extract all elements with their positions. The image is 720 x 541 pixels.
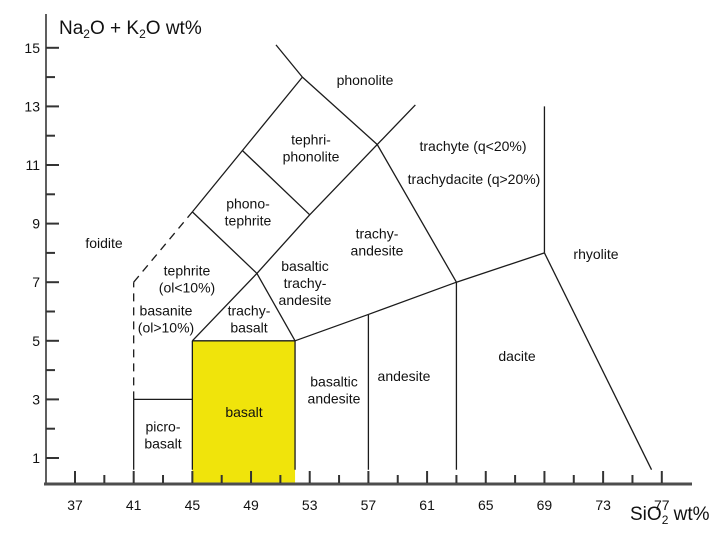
field-boundary-line [309,104,416,216]
field-label-trachy-andesite: andesite [351,243,404,259]
y-tick-label: 15 [24,40,40,56]
field-boundary-line [191,76,303,213]
y-tick-label: 1 [32,450,40,466]
field-label-basanite: (ol>10%) [138,320,194,336]
field-label-phonolite: phonolite [337,72,394,88]
x-tick-label: 57 [361,497,377,513]
basalt-highlight [192,340,296,483]
field-label-basalt: basalt [225,404,262,420]
field-boundary-dashed [133,211,193,283]
field-label-basaltic-trachy-andesite: basaltic [281,258,328,274]
field-label-phono-tephrite: tephrite [225,213,272,229]
field-label-foidite: foidite [85,235,123,251]
field-label-andesite: andesite [378,368,431,384]
field-label-dacite: dacite [498,348,536,364]
field-boundary-line [256,273,296,342]
field-label-trachy-andesite: trachy- [356,226,399,242]
field-label-picro-basalt: basalt [144,436,181,452]
field-label-basaltic-andesite: basaltic [310,374,357,390]
y-tick-label: 7 [32,274,40,290]
field-label-trachyte: trachyte (q<20%) [420,138,527,154]
field-boundary-line [256,214,311,274]
field-label-trachy-basalt: trachy- [228,303,271,319]
field-boundary-line [241,149,311,216]
field-label-phono-tephrite: phono- [226,196,270,212]
field-boundary-line [275,44,303,78]
x-tick-label: 73 [595,497,611,513]
x-tick-label: 65 [478,497,494,513]
field-boundary-line [368,281,457,316]
x-tick-label: 53 [302,497,318,513]
y-tick-label: 13 [24,98,40,114]
field-boundary-line [191,272,258,342]
field-boundary-line [294,313,369,342]
field-label-tephri-phonolite: phonolite [283,149,340,165]
x-tick-label: 77 [654,497,670,513]
field-boundary-line [456,252,545,283]
field-label-tephri-phonolite: tephri- [291,132,331,148]
y-tick-label: 11 [25,157,40,173]
field-label-basaltic-andesite: andesite [308,391,361,407]
field-label-picro-basalt: picro- [145,419,180,435]
x-tick-label: 69 [537,497,553,513]
x-tick-label: 45 [185,497,201,513]
y-tick-label: 9 [32,216,40,232]
field-label-tephrite: (ol<10%) [159,280,215,296]
x-tick-label: 49 [243,497,259,513]
field-boundary-line [301,76,378,145]
y-tick-label: 5 [32,333,40,349]
field-label-tephrite: tephrite [164,263,211,279]
field-boundary-line [191,211,258,274]
field-label-basaltic-trachy-andesite: trachy- [284,275,327,291]
x-tick-label: 41 [126,497,142,513]
field-label-trachy-basalt: basalt [230,320,267,336]
x-axis-title: SiO2 wt% [630,504,710,527]
y-axis-title: Na2O + K2O wt% [59,18,202,41]
x-tick-label: 61 [419,497,435,513]
field-label-trachydacite: trachydacite (q>20%) [408,171,541,187]
field-label-basanite: basanite [140,303,193,319]
field-label-basaltic-trachy-andesite: andesite [279,292,332,308]
y-tick-label: 3 [32,391,40,407]
field-boundary-line [543,252,653,471]
field-label-rhyolite: rhyolite [573,246,618,262]
field-boundary-line [376,144,457,283]
x-tick-label: 37 [67,497,83,513]
